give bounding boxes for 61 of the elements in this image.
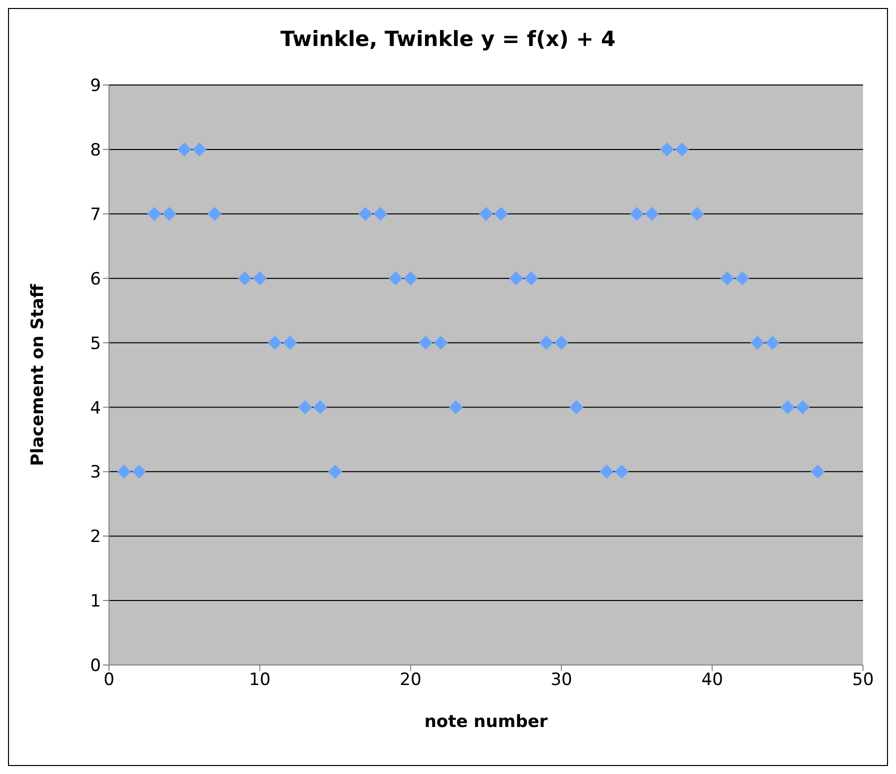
y-tick-label: 9 [90, 76, 101, 96]
point [735, 271, 750, 286]
x-tick-label: 50 [852, 670, 874, 690]
point [358, 206, 372, 221]
point [298, 400, 312, 414]
point [614, 464, 629, 479]
y-tick-label: 3 [90, 462, 101, 483]
point [554, 336, 568, 350]
point [147, 206, 162, 221]
point [268, 336, 282, 350]
point [660, 142, 674, 156]
point [630, 206, 644, 221]
point [177, 142, 192, 156]
point [479, 206, 493, 221]
point [644, 206, 659, 221]
point [569, 400, 584, 414]
point [675, 142, 690, 156]
y-tick-label: 0 [90, 656, 101, 676]
point [720, 271, 734, 286]
point [810, 464, 825, 479]
chart-title: Twinkle, Twinkle y = f(x) + 4 [279, 27, 617, 51]
point [750, 336, 764, 350]
point [524, 271, 538, 286]
y-tick-label: 6 [90, 269, 101, 290]
point [238, 271, 252, 286]
x-tick-label: 10 [248, 670, 271, 690]
point [208, 206, 222, 221]
x-tick-label: 0 [104, 670, 114, 690]
point [282, 336, 297, 350]
point [418, 336, 433, 350]
point [434, 336, 448, 350]
point [509, 271, 524, 286]
point [388, 271, 403, 286]
point [539, 336, 554, 350]
point [328, 464, 342, 479]
y-tick-label: 2 [90, 527, 101, 548]
point [252, 271, 267, 286]
point [600, 464, 614, 479]
point [796, 400, 810, 414]
x-tick-label: 20 [400, 670, 422, 690]
point [690, 206, 704, 221]
point [117, 464, 132, 479]
x-axis-title: note number [424, 712, 548, 732]
point [132, 464, 146, 479]
y-tick-label: 4 [90, 398, 101, 418]
point [404, 271, 418, 286]
point [373, 206, 388, 221]
x-tick-label: 40 [701, 670, 724, 690]
y-tick-label: 1 [90, 592, 101, 612]
point [766, 336, 780, 350]
point [313, 400, 328, 414]
point [494, 206, 508, 221]
point [192, 142, 206, 156]
y-axis-title: Placement on Staff [28, 284, 48, 466]
point [162, 206, 176, 221]
x-tick-label: 30 [550, 670, 572, 690]
y-tick-label: 5 [90, 334, 101, 354]
y-tick-label: 8 [90, 140, 101, 160]
point [448, 400, 463, 414]
point [780, 400, 795, 414]
y-tick-label: 7 [90, 204, 101, 225]
